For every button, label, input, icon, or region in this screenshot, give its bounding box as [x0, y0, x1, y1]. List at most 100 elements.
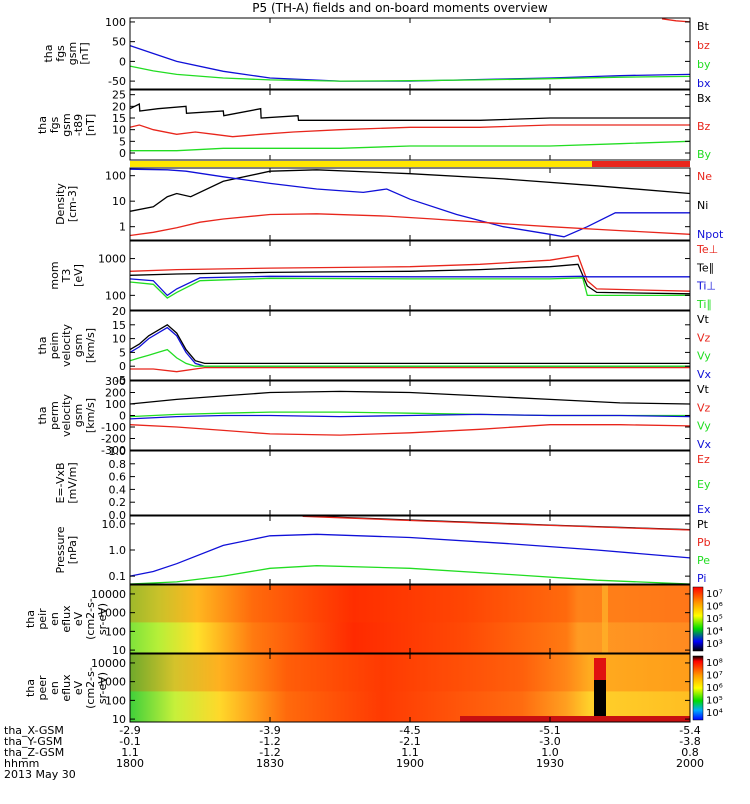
y-tick-label: 100: [105, 398, 126, 411]
panel-frame: [129, 310, 691, 381]
series-vx: [129, 413, 691, 420]
y-axis-label: gsm: [72, 334, 85, 357]
legend-Bz: Bz: [697, 120, 711, 133]
y-axis-label: T3: [60, 269, 73, 284]
y-axis-label: mom: [48, 261, 61, 289]
y-axis-label: sr-eV): [96, 672, 109, 704]
y-tick-label: 5: [119, 346, 126, 359]
legend-Ni: Ni: [697, 199, 708, 212]
legend-Pi: Pi: [697, 572, 706, 585]
y-axis-label: peir: [36, 608, 49, 630]
colorbar-tick-label: 10⁵: [706, 614, 723, 625]
y-tick-label: 20: [112, 100, 126, 113]
series-vy: [129, 348, 690, 367]
colorbar-tick-label: 10⁵: [706, 696, 723, 707]
panel-pressure: Pt Pb Pe Pi 10.0 1.0 0.1 Pressure [nPa]: [54, 515, 711, 585]
y-axis-label: E=-VxB: [54, 462, 67, 503]
spectrogram-low-energy-band: [460, 716, 690, 722]
y-tick-label: 0.1: [109, 570, 127, 583]
legend-Te∥: Te∥: [696, 261, 714, 274]
mode-bar-fast-survey: [592, 161, 690, 167]
z-gsm-value: 0.8: [681, 746, 699, 759]
legend-Vz: Vz: [697, 401, 711, 414]
y-tick-label: 0: [119, 55, 126, 68]
y-gsm-value: -3.8: [679, 735, 700, 748]
y-tick-label: -200: [101, 433, 126, 446]
colorbar-tick-label: 10⁸: [706, 658, 723, 669]
y-tick-label: 15: [112, 319, 126, 332]
y-axis-label: [km/s]: [84, 398, 97, 433]
y-axis-label: velocity: [60, 324, 73, 367]
y-axis-label: (cm2-s-: [84, 598, 97, 640]
panel-frame: [129, 17, 691, 90]
date-label: 2013 May 30: [4, 768, 76, 781]
series-ti: [129, 277, 690, 299]
colorbar-tick-label: 10⁷: [706, 671, 723, 682]
legend-Pt: Pt: [697, 518, 709, 531]
figure-title: P5 (TH-A) fields and on-board moments ov…: [252, 1, 548, 15]
y-axis-label: tha: [24, 610, 37, 628]
colorbar-tick-label: 10⁴: [706, 627, 723, 638]
y-axis-label: tha: [36, 336, 49, 354]
y-tick-label: 10000: [91, 657, 126, 670]
y-axis-label: perm: [48, 401, 61, 430]
y-axis-label: Pressure: [54, 526, 67, 573]
z-gsm-value: 1.1: [121, 746, 139, 759]
y-tick-label: 0.2: [109, 496, 127, 509]
y-tick-label: 0.6: [109, 471, 127, 484]
x-gsm-value: -5.1: [539, 724, 560, 737]
spectrogram-peir_spec: [130, 585, 690, 653]
spectrogram-mode-change: [602, 585, 608, 653]
series-pi: [129, 533, 691, 577]
y-gsm-value: -2.1: [399, 735, 420, 748]
y-axis-label: eflux: [60, 674, 73, 702]
legend-Bt: Bt: [697, 20, 710, 33]
colorbar-tick-label: 10⁶: [706, 683, 723, 694]
panel-fgs: Bt bz by bx 100 50 0 -50 tha fgs gsm [nT]: [42, 16, 711, 90]
y-axis-label: [cm-3]: [66, 186, 79, 222]
y-tick-label: 25: [112, 89, 126, 102]
y-tick-label: 100: [105, 16, 126, 29]
y-axis-label: eflux: [60, 605, 73, 633]
y-axis-label: tha: [42, 44, 55, 62]
legend-Vz: Vz: [697, 331, 711, 344]
z-gsm-value: 1.0: [541, 746, 559, 759]
x-row-label: tha_X-GSM: [4, 724, 64, 737]
y-tick-label: 1000: [98, 676, 126, 689]
y-axis-label: (cm2-s-: [84, 667, 97, 709]
y-tick-label: 10: [112, 124, 126, 137]
legend-bz: bz: [697, 39, 710, 52]
y-tick-label: 10: [112, 195, 126, 208]
legend-By: By: [697, 148, 712, 161]
colorbar: [692, 586, 704, 652]
legend-Ne: Ne: [697, 170, 712, 183]
colorbar-tick-label: 10³: [706, 639, 723, 650]
series-by: [130, 140, 691, 152]
legend-Pe: Pe: [697, 554, 710, 567]
legend-Ey: Ey: [697, 478, 711, 491]
legend-Ti∥: Ti∥: [696, 298, 712, 311]
y-axis-label: en: [48, 612, 61, 626]
series-te: [129, 254, 691, 292]
legend-Vx: Vx: [697, 368, 712, 381]
series-by: [129, 65, 691, 82]
y-axis-label: fgs: [48, 116, 61, 133]
y-tick-label: -300: [101, 444, 126, 457]
y-tick-label: 0.0: [109, 509, 127, 522]
y-tick-label: 100: [105, 289, 126, 302]
series-ni: [129, 169, 691, 212]
y-tick-label: 1.0: [109, 544, 127, 557]
y-tick-label: 100: [105, 625, 126, 638]
legend-Npot: Npot: [697, 228, 724, 241]
series-ti: [129, 275, 690, 297]
y-tick-label: 10: [112, 333, 126, 346]
y-tick-label: 10: [112, 713, 126, 726]
x-row-label: tha_Z-GSM: [4, 746, 64, 759]
y-tick-label: 10000: [91, 588, 126, 601]
y-tick-label: -100: [101, 421, 126, 434]
y-axis-label: peer: [36, 675, 49, 701]
series-ne: [129, 213, 691, 237]
